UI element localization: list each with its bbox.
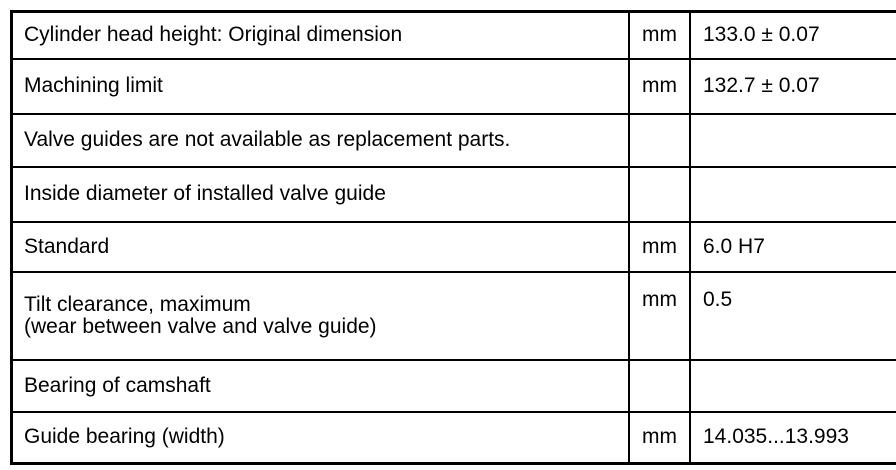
table-row: Standard mm 6.0 H7 xyxy=(10,220,896,273)
value-cell xyxy=(689,358,896,413)
unit-cell xyxy=(628,112,691,168)
spec-label-cell: Valve guides are not available as replac… xyxy=(10,112,630,168)
table-row: Tilt clearance, maximum (wear between va… xyxy=(10,270,896,361)
table-row: Machining limit mm 132.7 ± 0.07 xyxy=(10,57,896,115)
table-row: Inside diameter of installed valve guide xyxy=(10,165,896,223)
spec-label-line1: Tilt clearance, maximum xyxy=(24,292,251,316)
spec-label-cell: Bearing of camshaft xyxy=(10,358,630,413)
value-cell: 132.7 ± 0.07 xyxy=(689,57,896,115)
unit-cell: mm xyxy=(628,220,691,273)
table-row: Cylinder head height: Original dimension… xyxy=(10,10,896,60)
spec-label-line2: (wear between valve and valve guide) xyxy=(24,314,377,338)
spec-label-cell: Standard xyxy=(10,220,630,273)
spec-label-cell: Inside diameter of installed valve guide xyxy=(10,165,630,223)
spec-label-cell: Machining limit xyxy=(10,57,630,115)
table-row: Guide bearing (width) mm 14.035...13.993 xyxy=(10,410,896,465)
value-cell: 133.0 ± 0.07 xyxy=(689,10,896,60)
spec-table: Cylinder head height: Original dimension… xyxy=(10,10,896,465)
value-cell xyxy=(689,112,896,168)
value-cell: 14.035...13.993 xyxy=(689,410,896,465)
unit-cell: mm xyxy=(628,410,691,465)
unit-cell xyxy=(628,358,691,413)
unit-cell: mm xyxy=(628,270,691,361)
value-cell: 6.0 H7 xyxy=(689,220,896,273)
table-row: Bearing of camshaft xyxy=(10,358,896,413)
value-cell: 0.5 xyxy=(689,270,896,361)
value-cell xyxy=(689,165,896,223)
spec-label-cell: Cylinder head height: Original dimension xyxy=(10,10,630,60)
unit-cell: mm xyxy=(628,10,691,60)
spec-label-cell: Tilt clearance, maximum (wear between va… xyxy=(10,270,630,361)
table-row: Valve guides are not available as replac… xyxy=(10,112,896,168)
unit-cell: mm xyxy=(628,57,691,115)
unit-cell xyxy=(628,165,691,223)
spec-label-cell: Guide bearing (width) xyxy=(10,410,630,465)
